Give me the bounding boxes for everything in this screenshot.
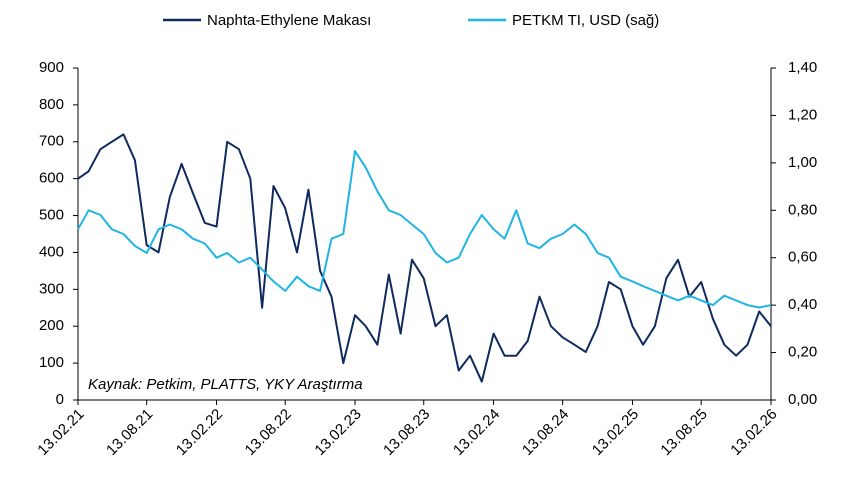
x-tick-label: 13.08.21 <box>103 406 156 459</box>
x-tick-label: 13.08.22 <box>242 406 295 459</box>
legend-label: PETKM TI, USD (sağ) <box>512 12 659 29</box>
legend-label: Naphta-Ethylene Makası <box>207 12 371 29</box>
y2-tick-label: 0,80 <box>788 201 817 218</box>
y-tick-label: 600 <box>39 170 64 187</box>
y-tick-label: 300 <box>39 280 64 297</box>
y2-tick-label: 0,60 <box>788 249 817 266</box>
y-tick-label: 500 <box>39 207 64 224</box>
x-tick-label: 13.02.26 <box>727 406 780 459</box>
x-tick-label: 13.02.22 <box>173 406 226 459</box>
x-tick-label: 13.08.23 <box>380 406 433 459</box>
y-tick-label: 0 <box>56 391 64 408</box>
y-tick-label: 900 <box>39 59 64 76</box>
series-line <box>77 133 772 383</box>
y-tick-label: 700 <box>39 133 64 150</box>
y2-tick-label: 1,20 <box>788 106 817 123</box>
y-tick-label: 800 <box>39 96 64 113</box>
series-line <box>77 150 772 309</box>
y-tick-label: 100 <box>39 354 64 371</box>
y2-tick-label: 0,00 <box>788 391 817 408</box>
x-tick-label: 13.02.23 <box>311 406 364 459</box>
y2-tick-label: 0,40 <box>788 296 817 313</box>
x-tick-label: 13.02.24 <box>450 406 503 459</box>
y2-tick-label: 1,00 <box>788 154 817 171</box>
y-tick-label: 400 <box>39 243 64 260</box>
annotation: Kaynak: Petkim, PLATTS, YKY Araştırma <box>88 376 363 393</box>
y-tick-label: 200 <box>39 317 64 334</box>
x-tick-label: 13.02.25 <box>589 406 642 459</box>
x-tick-label: 13.08.24 <box>519 406 572 459</box>
x-tick-label: 13.08.25 <box>657 406 710 459</box>
y2-tick-label: 1,40 <box>788 59 817 76</box>
x-tick-label: 13.02.21 <box>34 406 87 459</box>
y2-tick-label: 0,20 <box>788 344 817 361</box>
